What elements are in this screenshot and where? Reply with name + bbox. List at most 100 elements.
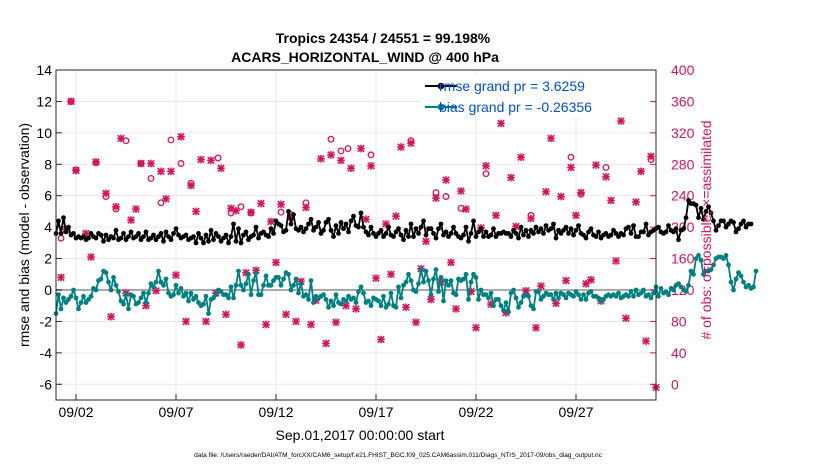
bias-point [146, 290, 151, 296]
bias-point [633, 287, 639, 293]
rmse-point [291, 212, 296, 218]
rmse-point [203, 232, 209, 238]
obs-assimilated-point [452, 305, 460, 313]
rmse-point [161, 238, 166, 244]
obs-possible-point [457, 204, 465, 212]
bias-point [478, 287, 484, 293]
bias-point [488, 290, 494, 296]
rmse-point [468, 231, 474, 236]
left-y-tick-label: 12 [36, 93, 52, 109]
bias-point [548, 292, 554, 298]
rmse-point [308, 216, 314, 222]
obs-possible-point [602, 163, 610, 171]
bias-point [476, 297, 481, 302]
obs-assimilated-point [257, 199, 265, 208]
bias-point [243, 281, 249, 287]
bias-point [228, 284, 234, 290]
rmse-point [321, 227, 326, 233]
obs-possible-point [147, 174, 155, 182]
rmse-point [208, 227, 214, 233]
bias-point [328, 298, 334, 304]
rmse-point [416, 231, 421, 236]
bias-point [753, 268, 759, 274]
bias-point [333, 292, 339, 298]
bias-point [78, 300, 84, 305]
rmse-point [683, 215, 689, 221]
bias-point [448, 278, 454, 283]
rmse-point [538, 226, 544, 232]
bias-point [203, 293, 209, 299]
obs-possible-point [237, 203, 245, 211]
left-y-tick-label: 0 [44, 282, 52, 298]
bias-point [403, 279, 409, 285]
rmse-point [421, 218, 426, 224]
obs-assimilated-point [147, 159, 155, 168]
obs-assimilated-point [397, 143, 405, 151]
rmse-point [713, 227, 719, 233]
rmse-point [211, 237, 216, 243]
rmse-point [386, 224, 391, 230]
obs-assimilated-point [272, 258, 280, 267]
rmse-point [731, 220, 736, 225]
bias-point [61, 295, 66, 301]
x-axis-label: Sep.01,2017 00:00:00 start [276, 427, 445, 443]
obs-assimilated-point [422, 237, 430, 246]
bias-point [726, 262, 731, 268]
obs-assimilated-point [352, 305, 360, 313]
obs-assimilated-point [547, 134, 555, 143]
bias-point [616, 290, 621, 296]
bias-point [531, 306, 536, 312]
bias-point [376, 298, 381, 304]
obs-assimilated-point [132, 205, 140, 213]
rmse-point [168, 237, 174, 243]
bias-point [213, 292, 219, 298]
bias-point [126, 306, 131, 312]
bias-point [186, 298, 191, 304]
bias-point [183, 290, 189, 296]
right-y-tick-label: 40 [671, 345, 687, 361]
bias-point [246, 271, 251, 277]
bias-point [138, 295, 144, 301]
rmse-point [193, 240, 199, 246]
rmse-point [543, 223, 549, 229]
bias-point [571, 293, 576, 299]
bias-point [506, 309, 511, 315]
bias-point [293, 276, 299, 282]
bias-point [738, 273, 744, 279]
bias-point [98, 276, 104, 282]
obs-assimilated-point [537, 282, 545, 290]
bias-point [281, 276, 286, 282]
bias-point [113, 282, 119, 288]
bias-point [393, 304, 399, 310]
bias-point [496, 297, 501, 302]
bias-point [691, 271, 696, 277]
data-layer [53, 96, 759, 392]
bias-point [108, 287, 114, 293]
bias-point [193, 293, 199, 299]
plot-frame [55, 69, 657, 401]
rmse-point [151, 232, 156, 238]
bias-point [491, 303, 496, 309]
rmse-point [326, 216, 331, 222]
bias-point [626, 293, 631, 299]
rmse-point [101, 238, 106, 244]
rmse-point [333, 223, 339, 229]
rmse-point [518, 224, 524, 230]
left-y-tick-label: 14 [36, 62, 52, 78]
bias-point [326, 304, 331, 310]
rmse-point [348, 218, 354, 224]
obs-assimilated-point [357, 144, 365, 153]
legend-background [420, 74, 650, 116]
rmse-point [403, 227, 409, 233]
obs-possible-point [157, 199, 165, 207]
x-tick-label: 09/27 [558, 404, 593, 420]
bias-point [588, 289, 594, 294]
rmse-point [566, 231, 571, 236]
rmse-point [626, 224, 631, 230]
bias-point [631, 293, 636, 299]
bias-point [361, 290, 366, 296]
bias-point [71, 287, 76, 293]
obs-assimilated-point [637, 167, 645, 176]
bias-point [576, 292, 581, 298]
